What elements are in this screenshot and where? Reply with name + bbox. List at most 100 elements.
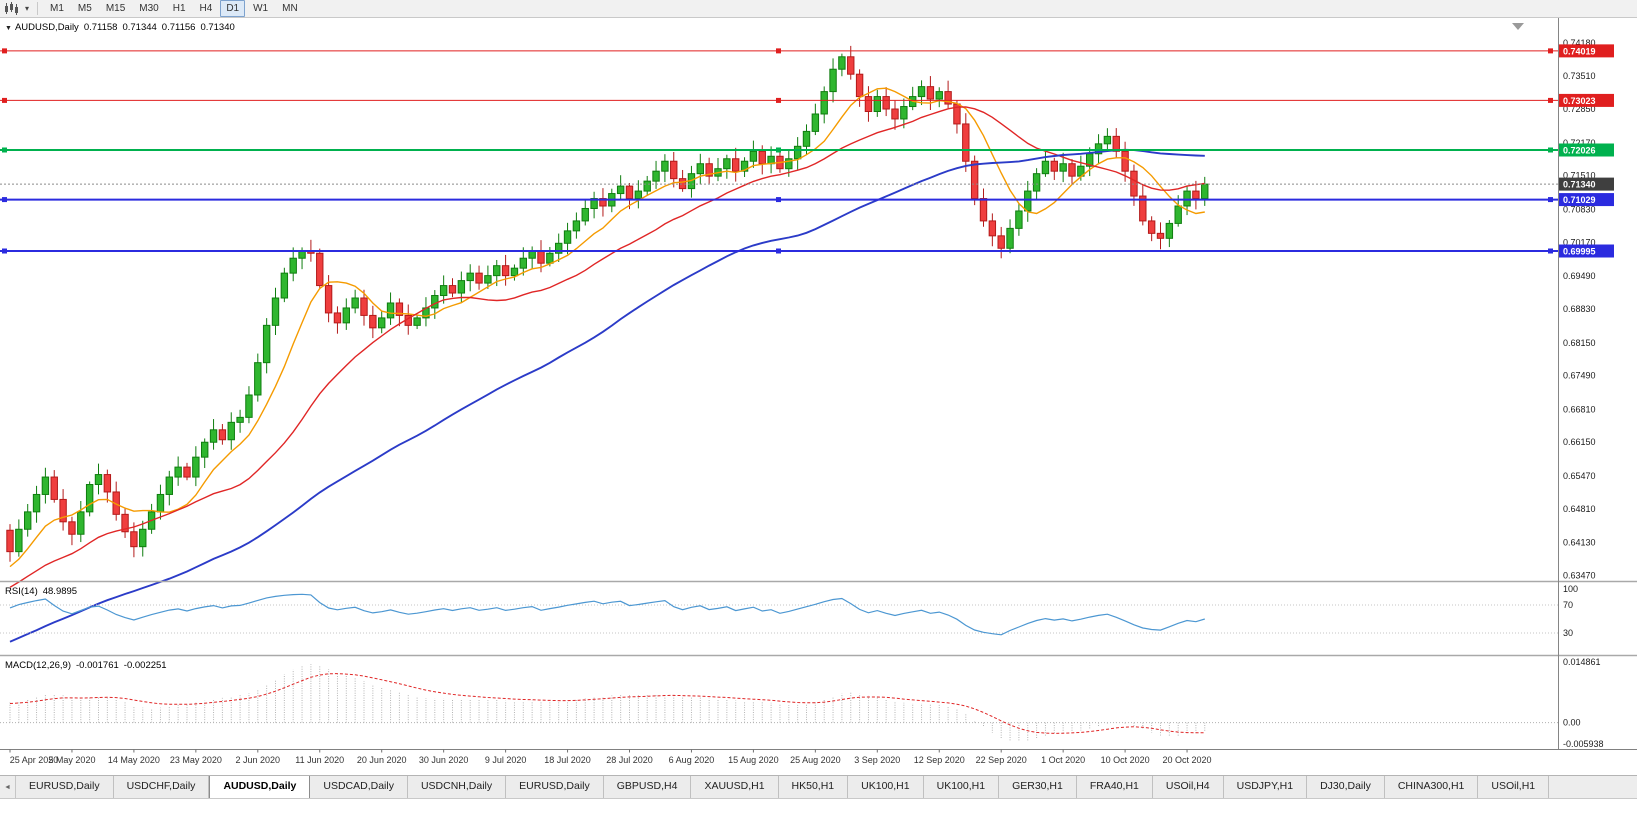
chart-tab-uk100-h1[interactable]: UK100,H1 (923, 776, 1000, 798)
svg-text:0.74019: 0.74019 (1563, 46, 1596, 56)
line-handle[interactable] (1548, 97, 1553, 103)
line-handle[interactable] (776, 147, 781, 153)
svg-text:0.68150: 0.68150 (1563, 338, 1596, 348)
svg-text:0.71029: 0.71029 (1563, 195, 1596, 205)
timeframe-button-d1[interactable]: D1 (220, 0, 246, 17)
chart-tab-gbpusd-h4[interactable]: GBPUSD,H4 (603, 776, 692, 798)
price-tag-0.71340: 0.71340 (1559, 177, 1614, 191)
svg-text:100: 100 (1563, 584, 1578, 594)
svg-text:0.64130: 0.64130 (1563, 538, 1596, 548)
timeframe-button-h1[interactable]: H1 (172, 3, 186, 14)
chart-tab-ger30-h1[interactable]: GER30,H1 (999, 776, 1077, 798)
macd-histogram (9, 664, 1206, 742)
line-handle[interactable] (2, 97, 7, 103)
chart-tab-fra40-h1[interactable]: FRA40,H1 (1076, 776, 1153, 798)
line-handle[interactable] (2, 248, 7, 254)
price-tag-0.69995: 0.69995 (1559, 244, 1614, 258)
line-handle[interactable] (1548, 248, 1553, 254)
line-handle[interactable] (2, 48, 7, 54)
chart-tab-usdchf-daily[interactable]: USDCHF,Daily (113, 776, 210, 798)
line-handle[interactable] (2, 197, 7, 203)
chart-tab-eurusd-daily[interactable]: EURUSD,Daily (506, 776, 604, 798)
svg-text:25 Aug 2020: 25 Aug 2020 (790, 755, 841, 765)
chart-tab-xauusd-h1[interactable]: XAUUSD,H1 (691, 776, 779, 798)
macd-axis: 0.014861 0.00 -0.005938 (1563, 657, 1604, 749)
chart-tab-audusd-daily[interactable]: AUDUSD,Daily (209, 776, 311, 798)
timeframe-button-m15[interactable]: M15 (105, 3, 126, 14)
chart-tabs-bar: ◄ EURUSD,Daily USDCHF,Daily AUDUSD,Daily US… (0, 775, 1637, 799)
chart-tabs: EURUSD,Daily USDCHF,Daily AUDUSD,Daily USDC… (16, 776, 1550, 798)
rsi-axis: 100 70 30 (1563, 584, 1578, 638)
tabs-scroll-left-icon[interactable]: ◄ (0, 776, 16, 798)
svg-text:0.70830: 0.70830 (1563, 204, 1596, 214)
chart-shift-marker[interactable] (1512, 23, 1524, 30)
chart-tab-usdcad-daily[interactable]: USDCAD,Daily (310, 776, 408, 798)
line-handle[interactable] (776, 48, 781, 54)
macd-name: MACD(12,26,9) (5, 660, 71, 671)
ohlc-low: 0.71156 (161, 22, 196, 33)
chart-tab-hk50-h1[interactable]: HK50,H1 (778, 776, 849, 798)
chart-type-icon[interactable] (2, 1, 22, 16)
line-handle[interactable] (1548, 197, 1553, 203)
chart-type-caret-icon[interactable]: ▾ (24, 4, 29, 13)
chart-tab-dj30-daily[interactable]: DJ30,Daily (1307, 776, 1385, 798)
svg-text:1 Oct 2020: 1 Oct 2020 (1041, 755, 1085, 765)
svg-text:70: 70 (1563, 600, 1573, 610)
svg-text:0.67490: 0.67490 (1563, 371, 1596, 381)
svg-text:20 Jun 2020: 20 Jun 2020 (357, 755, 407, 765)
chart-tab-eurusd-daily[interactable]: EURUSD,Daily (16, 776, 114, 798)
ma-medium-line (9, 106, 1205, 588)
line-handle[interactable] (776, 197, 781, 203)
ohlc-high: 0.71344 (122, 22, 157, 33)
chart-tab-usoil-h4[interactable]: USOil,H4 (1152, 776, 1224, 798)
svg-text:9 Jul 2020: 9 Jul 2020 (485, 755, 527, 765)
svg-text:20 Oct 2020: 20 Oct 2020 (1163, 755, 1212, 765)
timeframe-button-m30[interactable]: M30 (139, 3, 159, 14)
svg-text:0.71340: 0.71340 (1563, 180, 1596, 190)
ohlc-close: 0.71340 (200, 22, 235, 33)
line-handle[interactable] (1548, 147, 1553, 153)
timeframe-button-m1[interactable]: M1 (50, 3, 64, 14)
svg-text:2 Jun 2020: 2 Jun 2020 (236, 755, 281, 765)
ma-fast-line (9, 87, 1205, 568)
svg-text:-0.005938: -0.005938 (1563, 739, 1604, 749)
chart-canvas[interactable]: 0.74180 0.73510 0.72850 0.72170 0.71510 0.708… (0, 18, 1637, 772)
macd-signal-line (9, 673, 1205, 734)
line-handle[interactable] (1548, 48, 1553, 54)
svg-text:14 May 2020: 14 May 2020 (108, 755, 160, 765)
timeframe-button-w1[interactable]: W1 (253, 3, 269, 14)
ma-slow-line (9, 148, 1205, 643)
svg-text:28 Jul 2020: 28 Jul 2020 (606, 755, 653, 765)
price-tag-0.71029: 0.71029 (1559, 193, 1614, 207)
timeframe-button-m5[interactable]: M5 (77, 3, 92, 14)
toolbar-separator (37, 2, 38, 15)
svg-text:0.65470: 0.65470 (1563, 471, 1596, 481)
svg-text:0.72170: 0.72170 (1563, 138, 1596, 148)
chart-tab-usdcnh-daily[interactable]: USDCNH,Daily (407, 776, 507, 798)
line-handle[interactable] (776, 97, 781, 103)
svg-text:0.71510: 0.71510 (1563, 171, 1596, 181)
macd-value-1: -0.001761 (76, 660, 119, 671)
price-axis[interactable]: 0.74180 0.73510 0.72850 0.72170 0.71510 0.708… (1563, 38, 1596, 581)
rsi-name: RSI(14) (5, 586, 38, 597)
line-handle[interactable] (776, 248, 781, 254)
svg-text:5 May 2020: 5 May 2020 (48, 755, 95, 765)
svg-text:0.014861: 0.014861 (1563, 657, 1601, 667)
svg-text:0.66150: 0.66150 (1563, 437, 1596, 447)
collapse-triangle-icon[interactable]: ▼ (5, 25, 12, 32)
timeframe-button-h4[interactable]: H4 (199, 3, 213, 14)
timeframe-button-mn[interactable]: MN (282, 3, 298, 14)
line-handle[interactable] (2, 147, 7, 153)
svg-text:23 May 2020: 23 May 2020 (170, 755, 222, 765)
chart-tab-uk100-h1[interactable]: UK100,H1 (848, 776, 924, 798)
candlestick-chart-icon (5, 2, 18, 15)
ohlc-open: 0.71158 (83, 22, 118, 33)
top-toolbar: ▾ M1 M5 M15 M30 H1 H4 D1 W1 MN (0, 0, 1637, 18)
svg-text:0.68830: 0.68830 (1563, 304, 1596, 314)
chart-tab-china300-h1[interactable]: CHINA300,H1 (1384, 776, 1479, 798)
svg-text:0.69490: 0.69490 (1563, 271, 1596, 281)
chart-tab-usdjpy-h1[interactable]: USDJPY,H1 (1223, 776, 1308, 798)
chart-tab-usoil-h1[interactable]: USOil,H1 (1478, 776, 1550, 798)
svg-text:0.64810: 0.64810 (1563, 504, 1596, 514)
